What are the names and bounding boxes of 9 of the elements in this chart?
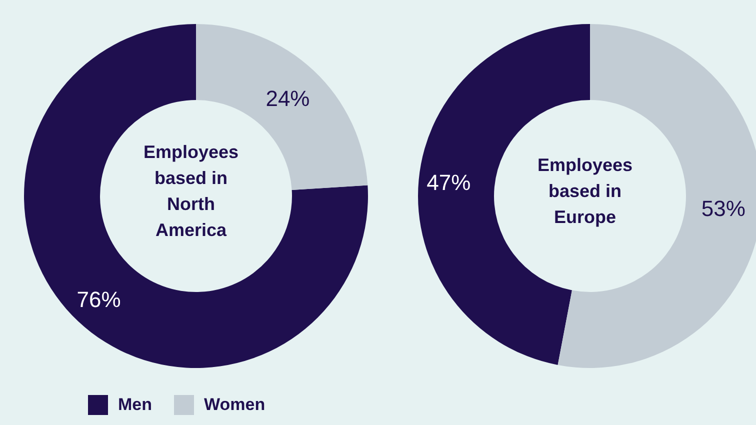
donut-slice [24,24,368,368]
data-label: 76% [76,287,121,312]
legend-label: Men [118,395,152,415]
data-label: 47% [426,170,471,196]
text: Employees based in North America [142,141,240,242]
data-label: 53% [701,196,746,222]
legend-label: Women [204,395,266,415]
text: Employees based in Europe [536,154,634,229]
data-label: 24% [266,86,310,111]
